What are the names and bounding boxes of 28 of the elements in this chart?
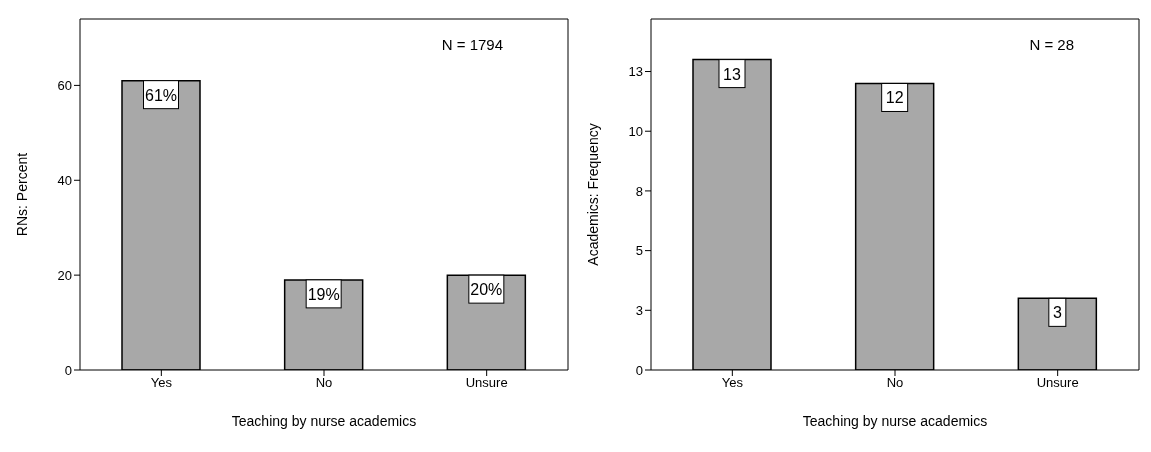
y-axis-title: RNs: Percent (13, 152, 30, 237)
data-label: 20% (470, 281, 503, 299)
data-label: 12 (885, 89, 904, 107)
y-tick-label: 5 (635, 243, 643, 259)
y-tick-label: 40 (57, 172, 72, 188)
x-axis-title: Teaching by nurse academics (802, 413, 988, 429)
y-tick-label: 13 (628, 64, 643, 80)
x-tick-label: No (886, 375, 904, 391)
y-tick-label: 3 (635, 302, 643, 318)
x-tick-label: Yes (721, 375, 744, 391)
x-tick-label: Unsure (465, 375, 508, 391)
annotation: N = 28 (1029, 36, 1074, 53)
x-tick-label: Unsure (1036, 375, 1079, 391)
data-label: 19% (307, 285, 340, 303)
x-axis-title: Teaching by nurse academics (231, 413, 417, 429)
data-label: 3 (1052, 304, 1062, 322)
data-label: 13 (723, 65, 741, 83)
data-label: 61% (144, 86, 178, 104)
y-tick-label: 60 (57, 78, 72, 94)
y-tick-label: 8 (635, 183, 643, 199)
x-tick-label: Yes (150, 375, 173, 391)
y-tick-label: 0 (64, 362, 72, 378)
x-tick-label: No (315, 375, 333, 391)
y-tick-label: 20 (57, 267, 72, 283)
annotation: N = 1794 (441, 36, 503, 53)
y-tick-label: 10 (628, 123, 643, 139)
y-tick-label: 0 (635, 362, 643, 378)
y-axis-title: Academics: Frequency (584, 123, 601, 266)
